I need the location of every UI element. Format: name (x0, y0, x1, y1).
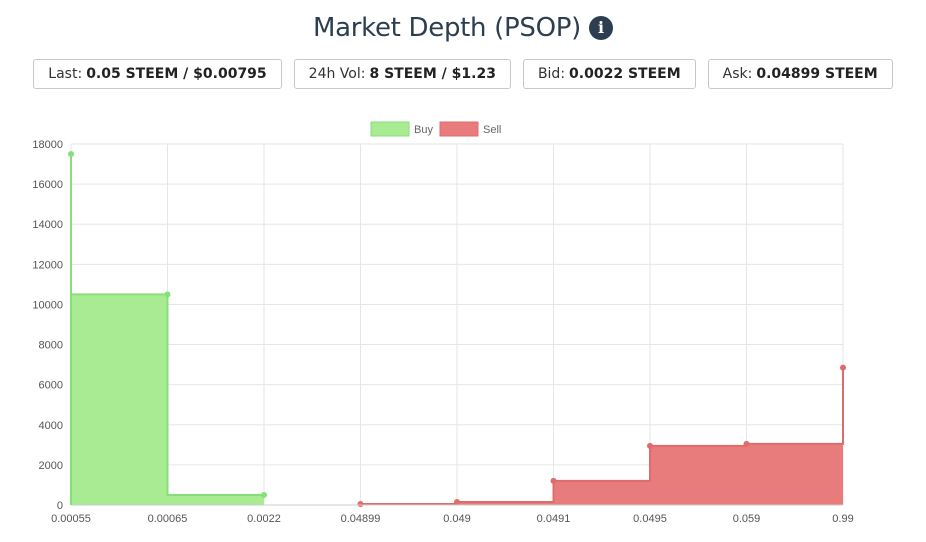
sell-point (647, 442, 653, 449)
sell-point (454, 498, 460, 505)
y-tick-label: 8000 (39, 340, 63, 352)
sell-area (360, 443, 843, 505)
stat-bid-value: 0.0022 STEEM (569, 66, 681, 82)
title-row: Market Depth (PSOP) i (0, 8, 926, 48)
x-tick-label: 0.059 (733, 513, 761, 525)
y-tick-label: 4000 (39, 420, 63, 432)
y-tick-label: 12000 (32, 259, 63, 271)
info-circle-icon[interactable]: i (589, 16, 613, 40)
stat-bid-label: Bid: (537, 66, 566, 82)
x-tick-label: 0.00065 (148, 513, 188, 525)
sell-point (357, 500, 364, 507)
stat-volume: 24h Vol: 8 STEEM / $1.23 (293, 59, 511, 89)
y-tick-label: 16000 (32, 179, 63, 191)
stat-ask: Ask: 0.04899 STEEM (707, 59, 893, 89)
buy-line (70, 154, 264, 505)
x-tick-label: 0.0491 (537, 513, 571, 525)
stat-volume-value: 8 STEEM / $1.23 (369, 66, 496, 82)
sell-point (550, 477, 557, 484)
page-title: Market Depth (PSOP) (312, 13, 581, 43)
y-tick-label: 0 (57, 500, 63, 512)
legend-sell-swatch (439, 121, 479, 137)
market-depth-chart: 0 2000 4000 6000 8000 10000 12000 14000 16000 180… (32, 121, 854, 525)
sell-point (743, 440, 750, 447)
buy-point (261, 491, 267, 498)
stat-last-label: Last: (48, 66, 83, 82)
x-tick-label: 0.00055 (51, 513, 91, 525)
legend-buy-swatch (370, 121, 410, 137)
sell-point (840, 364, 846, 371)
legend-sell-label: Sell (483, 124, 501, 136)
buy-point (68, 151, 74, 158)
stat-last: Last: 0.05 STEEM / $0.00795 (33, 59, 282, 89)
stats-row: Last: 0.05 STEEM / $0.00795 24h Vol: 8 S… (0, 59, 926, 89)
buy-point (164, 291, 171, 298)
x-tick-label: 0.049 (443, 513, 471, 525)
y-tick-label: 2000 (39, 460, 63, 472)
y-tick-label: 18000 (32, 139, 63, 151)
legend-buy-label: Buy (414, 124, 433, 136)
y-tick-label: 10000 (32, 299, 63, 311)
stat-ask-value: 0.04899 STEEM (756, 66, 878, 82)
y-tick-label: 14000 (32, 219, 63, 231)
x-tick-label: 0.0495 (633, 513, 667, 525)
stat-volume-label: 24h Vol: (308, 66, 366, 82)
stat-ask-label: Ask: (722, 66, 753, 82)
x-tick-label: 0.99 (832, 513, 853, 525)
stat-last-value: 0.05 STEEM / $0.00795 (86, 66, 267, 82)
x-tick-label: 0.0022 (247, 513, 281, 525)
stat-bid: Bid: 0.0022 STEEM (522, 59, 696, 89)
y-tick-label: 6000 (39, 380, 63, 392)
x-tick-label: 0.04899 (341, 513, 381, 525)
